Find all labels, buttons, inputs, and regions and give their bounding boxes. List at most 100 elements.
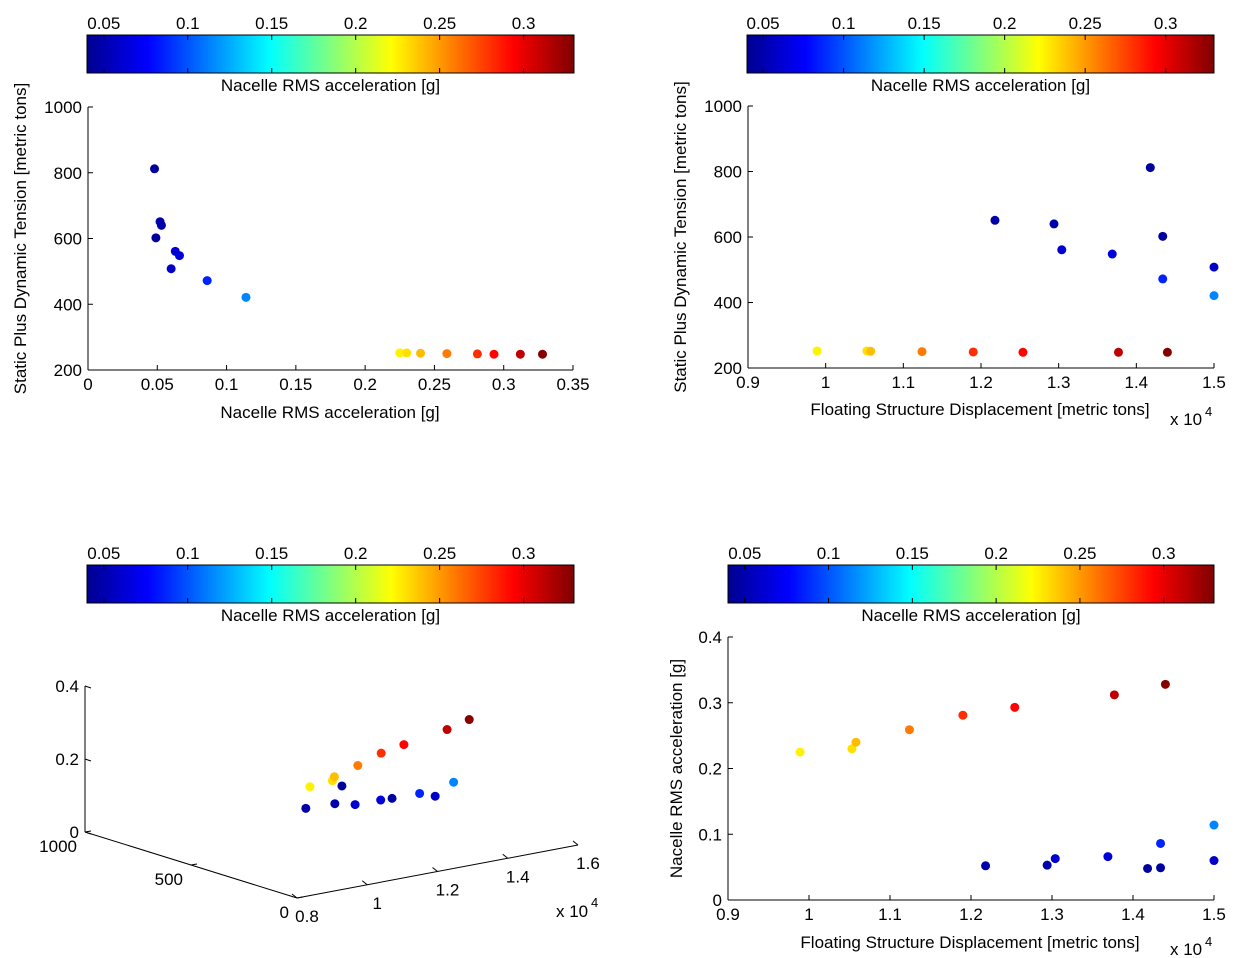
data-point xyxy=(387,793,397,803)
y-tick-label: 0.3 xyxy=(698,694,722,713)
data-point xyxy=(395,348,405,358)
y-tick-label: 600 xyxy=(714,228,742,247)
colorbar-1: 0.05 0.1 0.15 0.2 0.25 0.3 Nacelle RMS acceler… xyxy=(86,14,575,95)
data-point xyxy=(1160,679,1170,689)
data-point xyxy=(489,349,499,359)
x-axis-multiplier: x 10 xyxy=(556,902,588,921)
data-point xyxy=(1209,856,1219,866)
data-point xyxy=(1156,838,1166,848)
colorbar-tick-label: 0.15 xyxy=(908,14,941,33)
data-point xyxy=(1158,231,1168,241)
colorbar-tick-label: 0.15 xyxy=(255,544,288,563)
y-tick-label: 800 xyxy=(714,163,742,182)
colorbar-tick-label: 0.25 xyxy=(1069,14,1102,33)
data-point xyxy=(416,348,426,358)
data-point xyxy=(1162,347,1172,357)
colorbar-tick-label: 0.1 xyxy=(832,14,856,33)
data-point xyxy=(1057,245,1067,255)
data-point xyxy=(337,781,347,791)
data-point xyxy=(1209,262,1219,272)
data-point xyxy=(449,777,459,787)
x-tick-label: 0.9 xyxy=(736,373,760,392)
colorbar-gradient xyxy=(86,34,575,74)
y-tick-label: 1000 xyxy=(44,98,82,117)
colorbar-tick-label: 0.1 xyxy=(817,544,841,563)
data-point xyxy=(156,220,166,230)
data-point xyxy=(515,349,525,359)
x-tick-label: 0 xyxy=(83,375,92,394)
x-tick xyxy=(572,840,579,846)
y-tick-label: 0.1 xyxy=(698,825,722,844)
y-tick-label: 0 xyxy=(713,891,722,910)
x-tick-label: 1.2 xyxy=(436,881,460,900)
x-tick-label: 0.2 xyxy=(353,375,377,394)
x-tick xyxy=(432,867,438,872)
colorbar-tick-label: 0.1 xyxy=(176,544,200,563)
data-point xyxy=(202,276,212,286)
data-point xyxy=(464,715,474,725)
x-axis-multiplier: x 10 xyxy=(1170,410,1202,429)
colorbar-label: Nacelle RMS acceleration [g] xyxy=(221,76,440,95)
data-point xyxy=(812,346,822,356)
x-axis-multiplier: x 10 xyxy=(1170,940,1202,958)
z-tick-label: 0.4 xyxy=(55,677,79,696)
x-tick-label: 1.2 xyxy=(959,905,983,924)
data-point xyxy=(1156,863,1166,873)
chart-2: 0.9 1 1.1 1.2 1.3 1.4 1.5 200 400 600 800 1000 Float… xyxy=(671,81,1226,429)
y-tick-label: 800 xyxy=(54,164,82,183)
data-point xyxy=(1010,702,1020,712)
colorbar-gradient xyxy=(86,564,575,604)
data-point xyxy=(981,861,991,871)
data-point xyxy=(538,349,548,359)
y-tick-label: 200 xyxy=(714,359,742,378)
data-point xyxy=(174,251,184,261)
z-tick xyxy=(84,758,92,762)
data-point xyxy=(1049,219,1059,229)
data-point xyxy=(241,292,251,302)
x-tick-label: 0.3 xyxy=(492,375,516,394)
data-point xyxy=(1158,274,1168,284)
x-tick-label: 1 xyxy=(804,905,813,924)
data-point xyxy=(329,772,339,782)
colorbar-label: Nacelle RMS acceleration [g] xyxy=(861,606,1080,625)
data-point xyxy=(795,747,805,757)
y-tick-label: 0.4 xyxy=(698,628,722,647)
data-point xyxy=(1050,854,1060,864)
colorbar-tick-label: 0.15 xyxy=(896,544,929,563)
x-tick xyxy=(502,853,509,859)
y-tick-label: 0.2 xyxy=(698,760,722,779)
y-axis-label: Nacelle RMS acceleration [g] xyxy=(667,659,686,878)
colorbar-tick-label: 0.3 xyxy=(1154,14,1178,33)
colorbar-label: Nacelle RMS acceleration [g] xyxy=(871,76,1090,95)
data-point xyxy=(301,803,311,813)
x-tick-label: 1.3 xyxy=(1040,905,1064,924)
colorbar-tick-label: 0.25 xyxy=(423,14,456,33)
x-tick-label: 0.1 xyxy=(215,375,239,394)
colorbar-tick-label: 0.25 xyxy=(1063,544,1096,563)
y-tick-label: 0 xyxy=(280,903,289,922)
x-axis-exponent: 4 xyxy=(1205,934,1212,949)
y-tick-label: 600 xyxy=(54,230,82,249)
x-tick-label: 1.4 xyxy=(1125,373,1149,392)
y-tick xyxy=(296,896,304,899)
colorbar-4: 0.05 0.1 0.15 0.2 0.25 0.3 Nacelle RMS acceler… xyxy=(727,544,1215,625)
colorbar-tick-label: 0.05 xyxy=(87,544,120,563)
data-point xyxy=(376,748,386,758)
x-tick-label: 0.25 xyxy=(418,375,451,394)
colorbar-tick-label: 0.2 xyxy=(993,14,1017,33)
colorbar-3: 0.05 0.1 0.15 0.2 0.25 0.3 Nacelle RMS acceler… xyxy=(86,544,575,625)
data-point xyxy=(1113,347,1123,357)
y-axis-label: Static Plus Dynamic Tension [metric tons… xyxy=(671,81,690,392)
x-tick-label: 0.9 xyxy=(716,905,740,924)
data-point xyxy=(353,761,363,770)
data-point xyxy=(1209,291,1219,301)
data-point xyxy=(166,264,176,274)
z-tick xyxy=(84,685,92,689)
data-point xyxy=(330,799,340,809)
data-point xyxy=(1042,860,1052,870)
x-tick-label: 1 xyxy=(373,894,382,913)
colorbar-tick-label: 0.05 xyxy=(87,14,120,33)
data-point xyxy=(442,349,452,359)
